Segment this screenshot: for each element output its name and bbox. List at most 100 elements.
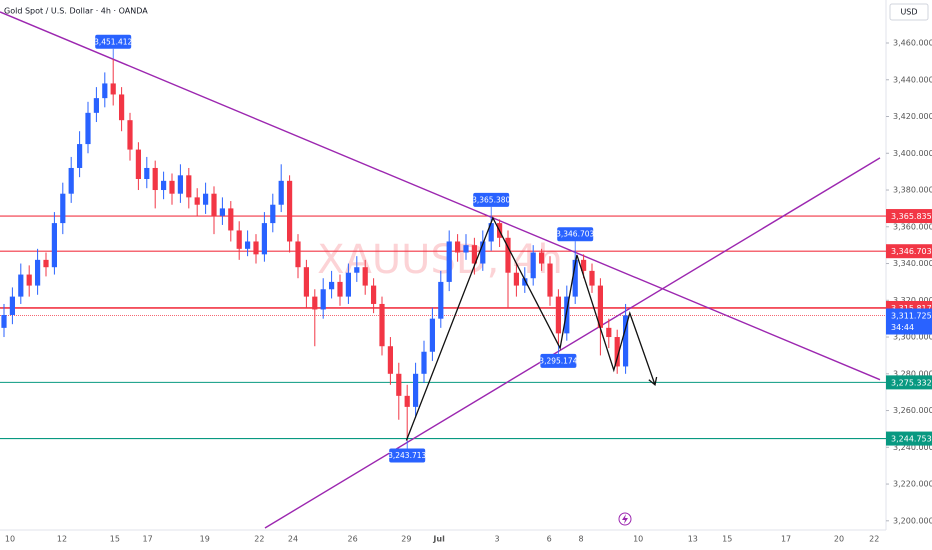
candle-body (471, 245, 477, 264)
y-tick-label: 3,280.000 (893, 369, 932, 378)
candle-body (614, 337, 620, 367)
candle-body (547, 263, 553, 297)
candle-body (429, 318, 435, 352)
y-tick-label: 3,360.000 (893, 222, 932, 231)
candle-body (572, 259, 578, 297)
candle-body (337, 281, 343, 297)
x-tick-label: 17 (143, 535, 153, 544)
level-tag: 3,346.703 (891, 247, 932, 256)
candle-body (18, 274, 24, 297)
candle-body (194, 197, 200, 205)
candle-body (228, 208, 234, 231)
y-tick-label: 3,340.000 (893, 259, 932, 268)
candle-body (51, 223, 57, 268)
candle-body (152, 167, 158, 191)
level-tag-box (886, 431, 932, 446)
callout-box (95, 34, 132, 49)
level-tag-box (886, 209, 932, 224)
x-tick-label: Jul (432, 535, 445, 544)
candle-body (404, 395, 410, 407)
candle-body (488, 223, 494, 242)
y-tick-label: 3,460.000 (893, 39, 932, 48)
candle-body (26, 274, 32, 286)
x-tick-label: 12 (57, 535, 67, 544)
candle-body (270, 204, 276, 224)
candle-body (219, 208, 225, 216)
chart-title: Gold Spot / U.S. Dollar · 4h · OANDA (4, 7, 148, 16)
x-tick-label: 29 (401, 535, 411, 544)
x-tick-label: 6 (547, 535, 552, 544)
candle-body (261, 223, 267, 255)
candle-body (446, 241, 452, 282)
candle-body (286, 180, 293, 242)
candle-body (76, 144, 83, 168)
level-tag-box (886, 244, 932, 259)
icon-bolt (622, 514, 628, 524)
x-tick-label: 17 (781, 535, 791, 544)
y-tick-label: 3,300.000 (893, 333, 932, 342)
lightning-icon[interactable] (618, 512, 632, 526)
candle-body (1, 314, 7, 328)
x-tick-label: 15 (722, 535, 732, 544)
candle-body (110, 83, 116, 95)
candle-body (202, 193, 209, 205)
y-tick-label: 3,220.000 (893, 480, 932, 489)
candle-body (320, 289, 326, 310)
candle-body (278, 180, 284, 205)
x-tick-label: 26 (348, 535, 358, 544)
candle-body (93, 98, 99, 113)
candle-body (454, 241, 461, 253)
candle-body (9, 296, 15, 315)
y-tick-label: 3,320.000 (893, 296, 932, 305)
candle-body (328, 281, 335, 290)
candle-body (34, 259, 41, 286)
candle-body (135, 149, 141, 179)
x-tick-label: 8 (579, 535, 584, 544)
candle-body (312, 296, 318, 310)
x-tick-label: 10 (5, 535, 15, 544)
candle-body (580, 259, 587, 271)
y-tick-label: 3,420.000 (893, 112, 932, 121)
candle-body (354, 267, 360, 273)
candle-body (102, 83, 108, 99)
arrow-head (648, 376, 658, 387)
callout-label: 3,243.713 (388, 451, 426, 460)
x-tick-label: 10 (633, 535, 643, 544)
candle-body (522, 278, 528, 286)
candle-body (480, 241, 486, 264)
trendline (0, 11, 881, 381)
candle-body (412, 373, 419, 407)
currency: USD (900, 8, 917, 17)
candle-body (421, 351, 427, 374)
currency-box[interactable] (889, 3, 929, 21)
candle-body (622, 315, 629, 367)
callout-label: 3,346.703 (556, 230, 594, 239)
callout-box (540, 353, 577, 368)
callout-label: 3,295.174 (539, 356, 577, 365)
projection-path (405, 216, 656, 441)
y-tick-label: 3,240.000 (893, 443, 932, 452)
candle-body (463, 245, 469, 253)
candle-body (597, 285, 603, 328)
x-tick-label: 15 (110, 535, 120, 544)
callout-box (473, 192, 510, 207)
y-tick-label: 3,400.000 (893, 149, 932, 158)
candle-body (438, 281, 444, 319)
candle-body (160, 180, 167, 191)
plot: 3,451.412 3,365.380 3,346.703 3,295.174 3,24… (0, 11, 886, 529)
candle-body (118, 94, 125, 121)
y-tick-label: 3,260.000 (893, 406, 932, 415)
candle-body (295, 241, 301, 268)
candle-body (169, 180, 175, 194)
candle-body (244, 241, 251, 249)
level-tag: 3,244.753 (891, 435, 932, 444)
icon-ring (618, 512, 632, 526)
trendline (264, 157, 881, 529)
candle-body (564, 296, 570, 334)
candle-body (396, 373, 402, 396)
x-tick-label: 20 (834, 535, 844, 544)
candle-body (186, 175, 192, 198)
candle-body (362, 267, 368, 286)
